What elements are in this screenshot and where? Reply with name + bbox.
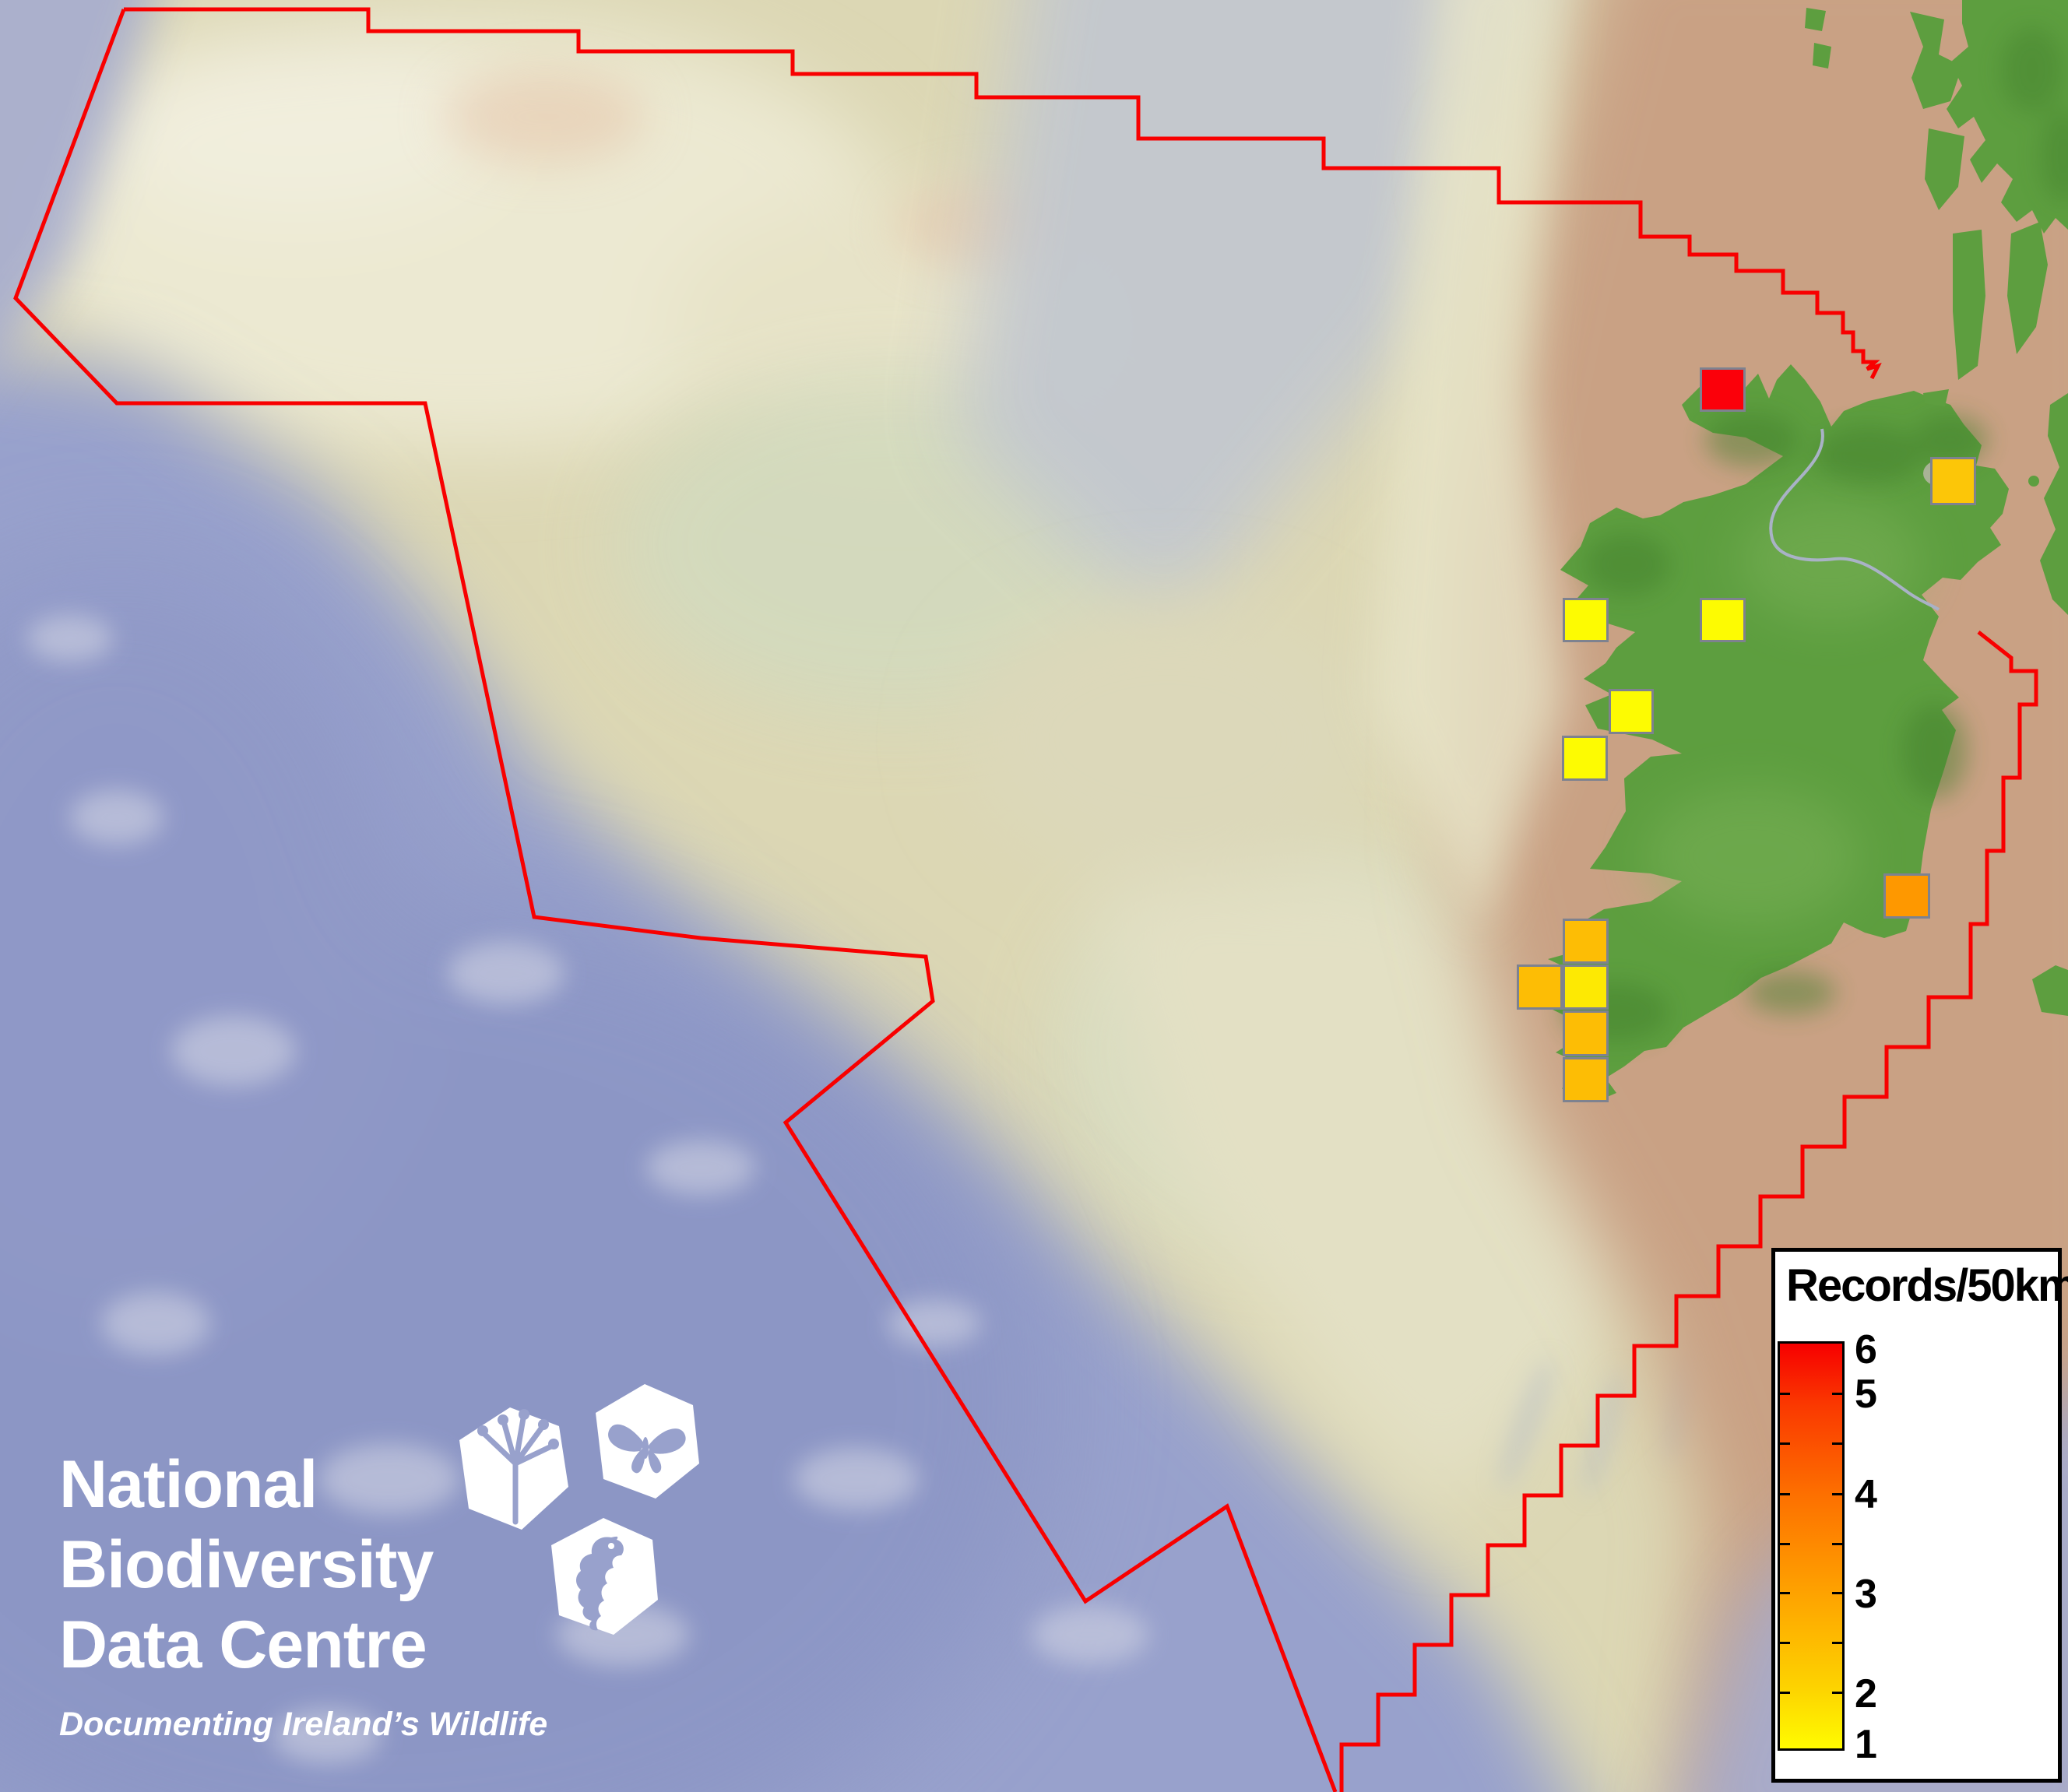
legend-scale-value: 2 [1855, 1671, 1877, 1717]
seamounts [27, 615, 1148, 1763]
legend-scale-value: 3 [1855, 1572, 1877, 1618]
legend-tick [1832, 1393, 1842, 1396]
legend-tick [1832, 1642, 1842, 1645]
legend-scale-value: 4 [1855, 1472, 1877, 1518]
legend-tick [1780, 1592, 1790, 1595]
legend-scale-value: 6 [1855, 1326, 1877, 1372]
record-square [1700, 367, 1746, 412]
legend-tick [1832, 1592, 1842, 1595]
logo-text-line1: National [59, 1447, 318, 1522]
record-square [1883, 873, 1930, 919]
record-square [1517, 965, 1563, 1010]
record-square [1563, 598, 1609, 642]
record-square [1563, 965, 1609, 1010]
legend-tick [1780, 1642, 1790, 1645]
ni-border-line [1769, 428, 1940, 611]
bank-highlights [31, 16, 1129, 459]
eez-boundary-line [13, 7, 2038, 1792]
record-square [1563, 1010, 1609, 1056]
legend-scale-value: 5 [1855, 1371, 1877, 1417]
record-square [1563, 919, 1609, 964]
legend-tick [1832, 1691, 1842, 1694]
logo-text-line3: Data Centre [59, 1608, 427, 1682]
legend-tick [1832, 1542, 1842, 1545]
flower-umbel-icon [459, 1407, 568, 1530]
record-square [1609, 689, 1654, 734]
legend-tick [1832, 1492, 1842, 1495]
shelf-break-band [1370, 0, 1565, 934]
legend-color-scale [1778, 1341, 1845, 1751]
nbdc-logo: National Biodiversity Data Centre Docume… [59, 1445, 547, 1744]
legend-title: Records/50km [1786, 1260, 2068, 1311]
nbdc-logo-hexagons [459, 1384, 699, 1635]
record-square [1562, 736, 1608, 781]
record-square [1563, 1057, 1609, 1102]
legend-tick [1832, 1442, 1842, 1446]
rockall-trough [958, 0, 1528, 638]
logo-tagline: Documenting Ireland’s Wildlife [59, 1706, 548, 1743]
scotland-relief [2001, 27, 2068, 202]
record-square [1930, 457, 1976, 505]
butterfly-icon [596, 1384, 699, 1499]
logo-text-line2: Biodiversity [59, 1527, 434, 1602]
seahorse-icon [551, 1518, 658, 1635]
ireland-relief-light [1643, 498, 1923, 926]
deep-ocean-nw-wedge [0, 0, 154, 357]
legend-tick [1780, 1691, 1790, 1694]
legend-tick [1780, 1542, 1790, 1545]
legend-scale-value: 1 [1855, 1722, 1877, 1768]
record-square [1700, 598, 1746, 642]
legend-tick [1780, 1492, 1790, 1495]
legend-tick [1780, 1442, 1790, 1446]
ireland-relief [1563, 413, 1988, 1042]
legend-tick [1780, 1393, 1790, 1396]
